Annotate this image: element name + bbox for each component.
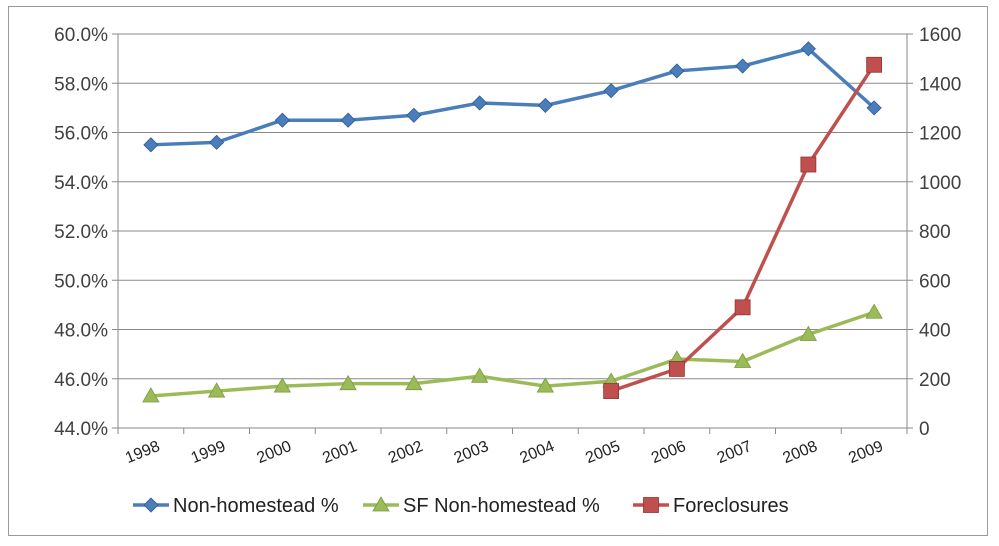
right-axis-tick-label: 1400: [919, 74, 961, 95]
right-axis-tick-label: 1000: [919, 173, 961, 194]
series-sf-non-homestead: [142, 303, 883, 403]
right-axis-tick-label: 600: [919, 271, 951, 292]
axes: 44.0% 46.0% 48.0% 50.0% 52.0% 54.0% 56.0% 58.0%…: [54, 25, 961, 467]
data-point: [142, 387, 160, 403]
series-line-sf-non-homestead: [150, 310, 875, 398]
legend-marker: [643, 497, 659, 513]
data-point: [340, 112, 356, 128]
left-axis-tick-label: 52.0%: [54, 222, 108, 243]
data-point: [865, 303, 883, 319]
data-point: [339, 374, 357, 391]
left-axis-tick-label: 50.0%: [54, 271, 108, 292]
legend-label: Foreclosures: [673, 495, 789, 517]
data-point: [734, 299, 751, 316]
x-axis-tick-label: 2000: [255, 438, 294, 467]
legend-item-foreclosures: Foreclosures: [633, 495, 789, 517]
series-foreclosures: [603, 56, 883, 399]
data-point: [207, 382, 226, 398]
series-non-homestead: [143, 41, 882, 153]
right-axis-tick-label: 200: [919, 370, 951, 391]
data-point: [866, 56, 883, 73]
data-point: [800, 41, 816, 57]
x-axis-tick-label: 2002: [386, 438, 425, 467]
left-axis-tick-label: 54.0%: [54, 173, 108, 194]
data-point: [470, 367, 489, 383]
data-point: [274, 112, 290, 128]
left-axis-tick-label: 60.0%: [54, 25, 108, 46]
legend-item-non-homestead: Non-homestead %: [133, 495, 339, 517]
legend-item-sf-non-homestead: SF Non-homestead %: [363, 495, 600, 517]
data-point: [866, 100, 882, 116]
data-point: [537, 97, 553, 113]
left-axis-tick-label: 46.0%: [54, 370, 108, 391]
data-point: [603, 83, 619, 99]
right-axis-tick-label: 1200: [919, 124, 961, 145]
data-point: [799, 325, 818, 341]
data-point: [669, 63, 685, 79]
x-axis-tick-label: 2007: [715, 438, 754, 467]
x-axis-tick-label: 1999: [189, 438, 228, 467]
right-axis-tick-label: 400: [919, 321, 951, 342]
legend: Non-homestead % SF Non-homestead % Foreclo…: [133, 495, 789, 517]
x-axis-tick-label: 1998: [123, 438, 162, 467]
legend-label: SF Non-homestead %: [403, 495, 600, 517]
data-point: [735, 58, 751, 74]
data-point: [406, 107, 422, 123]
right-axis-tick-label: 1600: [919, 25, 961, 46]
x-axis-tick-label: 2009: [846, 438, 885, 467]
data-point: [668, 360, 685, 377]
data-point: [603, 383, 620, 399]
gridlines: [118, 33, 907, 429]
series-line-foreclosures: [610, 63, 876, 393]
data-point: [273, 377, 292, 393]
data-point: [472, 95, 488, 111]
legend-label: Non-homestead %: [173, 495, 339, 517]
data-point: [143, 137, 159, 153]
left-axis-tick-label: 56.0%: [54, 124, 108, 145]
x-axis-tick-label: 2008: [781, 438, 820, 467]
data-point: [536, 377, 555, 393]
data-point: [209, 134, 225, 150]
data-point: [405, 374, 423, 391]
chart-frame: [8, 6, 988, 536]
series-line-non-homestead: [150, 47, 876, 147]
x-axis-tick-label: 2004: [518, 438, 557, 467]
data-point: [733, 352, 752, 368]
left-axis-tick-label: 44.0%: [54, 419, 108, 440]
right-axis-tick-label: 800: [919, 222, 951, 243]
series: [142, 41, 883, 403]
x-axis-tick-label: 2005: [583, 438, 622, 467]
x-axis-tick-label: 2001: [320, 438, 359, 467]
left-axis-tick-label: 48.0%: [54, 321, 108, 342]
legend-marker: [372, 496, 390, 512]
right-axis-tick-label: 0: [919, 419, 930, 440]
data-point: [800, 156, 817, 173]
x-axis-tick-label: 2006: [649, 438, 688, 467]
legend-marker: [143, 497, 159, 513]
left-axis-tick-label: 58.0%: [54, 74, 108, 95]
x-axis-tick-label: 2003: [452, 438, 491, 467]
